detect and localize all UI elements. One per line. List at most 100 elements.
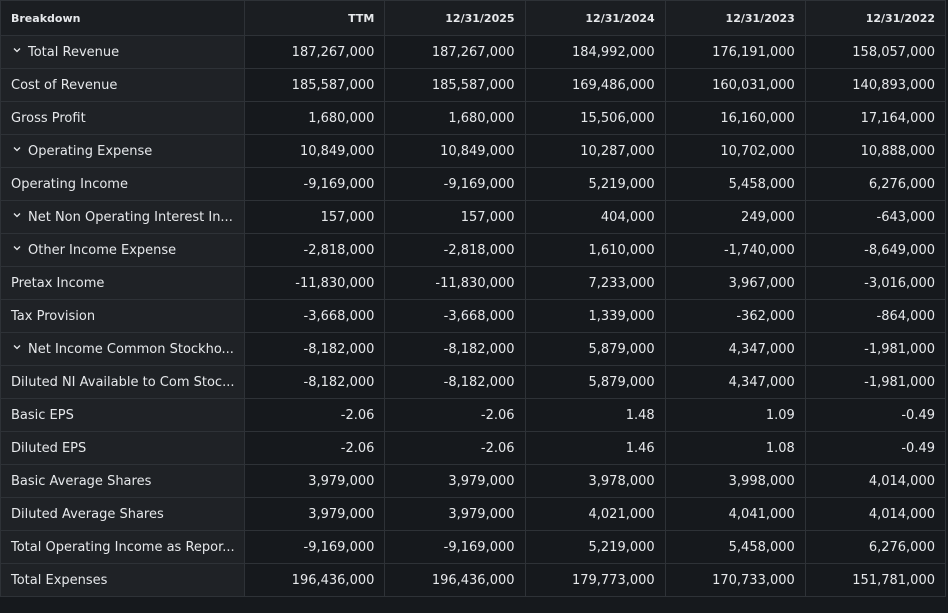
value-cell: 4,347,000 [664,365,806,399]
row-label-text: Total Revenue [28,44,120,60]
value-cell: 17,164,000 [804,101,947,135]
value-cell: 10,849,000 [384,134,526,168]
value-cell: 5,458,000 [664,530,806,564]
row-label: Diluted NI Available to Com Stoc... [0,365,246,399]
expand-chevron[interactable] [13,145,21,153]
value-cell: 249,000 [664,200,806,234]
breakdown-header: Breakdown [0,0,246,36]
chevron-path [13,212,21,217]
row-label-text: Total Operating Income as Repor... [11,539,235,555]
value-cell: 7,233,000 [524,266,666,300]
value-cell: 1,339,000 [524,299,666,333]
row-label[interactable]: Net Non Operating Interest In... [0,200,246,234]
data-row: Basic EPS -2.06 -2.06 1.48 1.09 -0.49 [0,398,947,432]
row-label-text: Basic EPS [11,407,74,423]
data-row: Operating Expense 10,849,000 10,849,000 10,… [0,134,947,168]
value-cell: 196,436,000 [244,563,386,597]
period-header: 12/31/2022 [804,0,947,36]
period-header: 12/31/2025 [384,0,526,36]
row-label: Tax Provision [0,299,246,333]
row-label-text: Gross Profit [11,110,86,126]
data-row: Basic Average Shares 3,979,000 3,979,000 3,… [0,464,947,498]
value-cell: -2.06 [244,431,386,465]
chevron-path [13,146,21,151]
value-cell: 187,267,000 [244,35,386,69]
data-row: Pretax Income -11,830,000 -11,830,000 7,233… [0,266,947,300]
value-cell: 1,680,000 [384,101,526,135]
value-cell: -2,818,000 [244,233,386,267]
value-cell: 3,979,000 [384,497,526,531]
value-cell: 151,781,000 [804,563,947,597]
value-cell: 5,879,000 [524,332,666,366]
value-cell: 187,267,000 [384,35,526,69]
row-label[interactable]: Net Income Common Stockho... [0,332,246,366]
row-label-text: Pretax Income [11,275,105,291]
value-cell: -9,169,000 [384,530,526,564]
data-row: Diluted Average Shares 3,979,000 3,979,000… [0,497,947,531]
value-cell: 185,587,000 [384,68,526,102]
value-cell: 4,041,000 [664,497,806,531]
value-cell: -0.49 [804,431,947,465]
row-label[interactable]: Operating Expense [0,134,246,168]
expand-chevron[interactable] [13,343,21,351]
value-cell: -864,000 [804,299,947,333]
expand-chevron[interactable] [13,211,21,219]
value-cell: 4,021,000 [524,497,666,531]
row-label: Operating Income [0,167,246,201]
value-cell: 160,031,000 [664,68,806,102]
value-cell: 176,191,000 [664,35,806,69]
value-cell: -1,740,000 [664,233,806,267]
data-row: Operating Income -9,169,000 -9,169,000 5,21… [0,167,947,201]
value-cell: 10,888,000 [804,134,947,168]
value-cell: 3,979,000 [244,464,386,498]
value-cell: -2.06 [244,398,386,432]
data-row: Diluted NI Available to Com Stoc... -8,18… [0,365,947,399]
value-cell: 10,287,000 [524,134,666,168]
value-cell: 6,276,000 [804,530,947,564]
row-label[interactable]: Other Income Expense [0,233,246,267]
data-row: Cost of Revenue 185,587,000 185,587,000 169… [0,68,947,102]
value-cell: 3,979,000 [384,464,526,498]
row-label[interactable]: Total Revenue [0,35,246,69]
row-label-text: Other Income Expense [28,242,177,258]
row-label: Basic EPS [0,398,246,432]
data-row: Net Income Common Stockho... -8,182,000 -8… [0,332,947,366]
table-body: Total Revenue 187,267,000 187,267,000 184,9… [0,35,947,597]
value-cell: 4,347,000 [664,332,806,366]
value-cell: 10,702,000 [664,134,806,168]
value-cell: 3,978,000 [524,464,666,498]
value-cell: 140,893,000 [804,68,947,102]
row-label-text: Diluted NI Available to Com Stoc... [11,374,235,390]
value-cell: -1,981,000 [804,332,947,366]
value-cell: -643,000 [804,200,947,234]
value-cell: 15,506,000 [524,101,666,135]
row-label-text: Net Non Operating Interest In... [28,209,233,225]
value-cell: 3,979,000 [244,497,386,531]
value-cell: -8,182,000 [244,332,386,366]
expand-chevron[interactable] [13,244,21,252]
value-cell: 3,998,000 [664,464,806,498]
value-cell: 10,849,000 [244,134,386,168]
value-cell: 157,000 [384,200,526,234]
value-cell: -9,169,000 [244,167,386,201]
row-label-text: Operating Income [11,176,128,192]
row-label: Diluted EPS [0,431,246,465]
value-cell: 184,992,000 [524,35,666,69]
value-cell: 4,014,000 [804,464,947,498]
header-row: Breakdown TTM 12/31/2025 12/31/2024 12/31/20… [0,0,947,36]
chevron-path [13,47,21,52]
row-label-text: Cost of Revenue [11,77,118,93]
value-cell: -3,668,000 [384,299,526,333]
row-label: Basic Average Shares [0,464,246,498]
row-label: Gross Profit [0,101,246,135]
data-row: Other Income Expense -2,818,000 -2,818,000… [0,233,947,267]
value-cell: 1,610,000 [524,233,666,267]
expand-chevron[interactable] [13,46,21,54]
value-cell: 179,773,000 [524,563,666,597]
value-cell: -0.49 [804,398,947,432]
period-header: TTM [244,0,386,36]
value-cell: -2.06 [384,398,526,432]
value-cell: 5,458,000 [664,167,806,201]
value-cell: -362,000 [664,299,806,333]
